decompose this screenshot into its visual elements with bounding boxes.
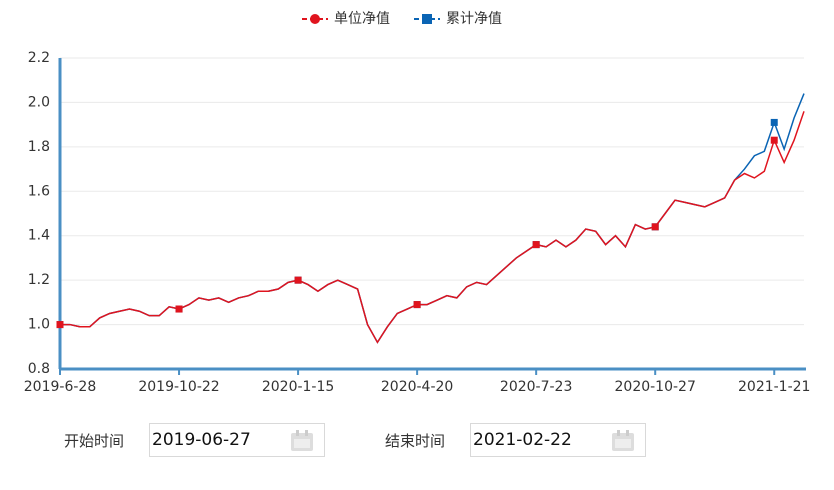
x-tick-label: 2019-6-28 [24,379,96,395]
y-tick-label: 2.0 [28,94,50,110]
y-tick-label: 0.8 [28,361,50,377]
y-tick-label: 2.2 [28,50,50,66]
x-tick-label: 2020-7-23 [500,379,572,395]
legend-label: 单位净值 [334,11,390,27]
point-marker [532,241,540,249]
y-tick-label: 1.2 [28,272,50,288]
start-date: 2019-06-27 [152,430,251,450]
x-tick-label: 2020-4-20 [381,379,453,395]
legend-symbol [310,14,320,24]
point-marker [770,136,778,144]
start-label: 开始时间 [64,432,125,450]
end-date-input[interactable]: 2021-02-22 [470,423,646,457]
start-date-input[interactable]: 2019-06-27 [149,423,325,457]
point-marker [56,321,64,329]
chart: 0.8 1.0 1.2 1.4 1.6 1.8 2.0 2.2 2019-6-28 2019-10… [24,11,811,395]
calendar-icon[interactable] [611,430,635,452]
x-tick-label: 2021-1-21 [738,379,810,395]
series-line [60,111,805,344]
x-tick-label: 2019-10-22 [138,379,219,395]
x-tick-label: 2020-1-15 [262,379,334,395]
y-tick-label: 1.8 [28,139,50,155]
y-tick-label: 1.6 [28,183,50,199]
end-date: 2021-02-22 [473,430,572,450]
y-tick-label: 1.0 [28,317,50,333]
series-line [60,93,805,344]
x-tick-label: 2020-10-27 [615,379,696,395]
point-marker [175,305,183,313]
legend-label: 累计净值 [446,11,502,27]
y-tick-label: 1.4 [28,228,50,244]
point-marker [651,223,659,231]
legend-symbol [422,14,432,24]
point-marker [294,276,302,284]
end-label: 结束时间 [385,432,446,450]
point-marker [413,301,421,309]
calendar-icon[interactable] [290,430,314,452]
point-marker [770,118,778,126]
